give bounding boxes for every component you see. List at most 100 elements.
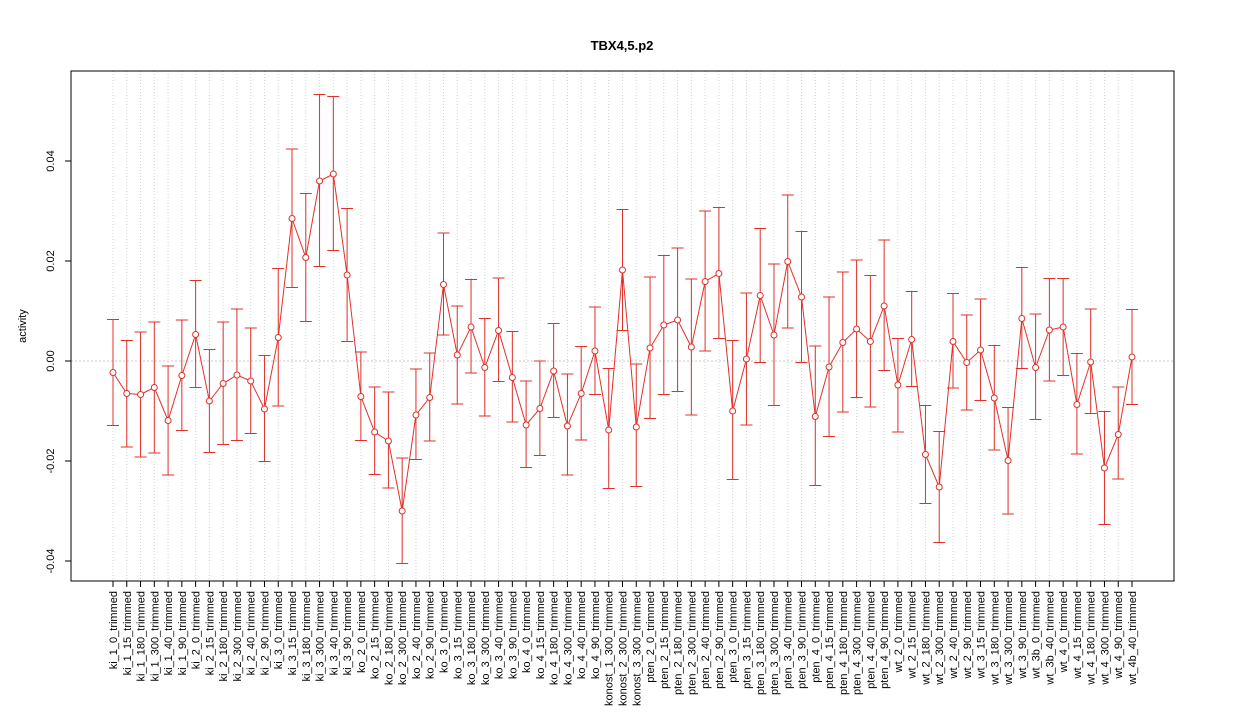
x-tick-label: pten_3_40_trimmed: [783, 591, 795, 689]
x-tick-label: ko_2_90_trimmed: [425, 591, 437, 679]
x-tick-label: pten_3_90_trimmed: [797, 591, 809, 689]
x-tick-label: ki_2_40_trimmed: [246, 591, 258, 675]
data-point: [481, 364, 489, 371]
data-point: [798, 293, 806, 301]
x-tick-label: pten_3_0_trimmed: [728, 591, 740, 683]
data-point: [605, 426, 613, 434]
data-point: [921, 451, 929, 458]
data-point: [439, 281, 447, 288]
x-tick-label: ko_4_180_trimmed: [549, 591, 561, 685]
x-tick-label: ki_1_15_trimmed: [122, 591, 134, 675]
data-point: [205, 397, 213, 405]
data-point: [577, 390, 585, 397]
x-tick-label: ki_3_15_trimmed: [287, 591, 299, 675]
x-tick-label: pten_3_180_trimmed: [755, 591, 767, 695]
data-point: [384, 437, 392, 445]
x-tick-label: ko_3_40_trimmed: [494, 591, 506, 679]
y-tick-label: 0.04: [45, 150, 57, 171]
data-point: [756, 292, 764, 299]
data-point: [770, 331, 778, 339]
x-tick-label: konost_2_300_trimmed: [618, 591, 630, 706]
data-point: [274, 334, 282, 341]
x-tick-label: ki_1_0_trimmed: [108, 591, 120, 669]
data-point: [219, 380, 227, 387]
x-tick-label: ko_4_0_trimmed: [521, 591, 533, 673]
x-tick-label: wt_3_300_trimmed: [1003, 591, 1015, 686]
data-point: [1128, 353, 1136, 361]
x-tick-label: konost_1_300_trimmed: [604, 591, 616, 706]
chart-title: TBX4,5.p2: [591, 38, 654, 53]
x-tick-label: ki_1_90_trimmed: [177, 591, 189, 675]
data-point: [646, 344, 654, 352]
x-tick-label: ki_1_40_trimmed: [163, 591, 175, 675]
x-tick-label: wt_2_0_trimmed: [893, 591, 905, 673]
y-tick-label: 0.02: [45, 250, 57, 271]
data-point: [784, 258, 792, 265]
x-tick-label: wt_4_300_trimmed: [1099, 591, 1111, 686]
y-tick-label: 0.00: [45, 350, 57, 371]
data-point: [495, 327, 503, 334]
data-point: [453, 351, 461, 359]
data-point: [329, 170, 337, 178]
x-tick-label: konost_3_300_trimmed: [631, 591, 643, 706]
data-point: [522, 421, 530, 429]
data-point: [426, 394, 434, 401]
data-point: [687, 343, 695, 351]
data-point: [288, 215, 296, 222]
data-point: [811, 413, 819, 420]
data-point: [536, 405, 544, 412]
data-point: [109, 369, 117, 376]
x-tick-label: pten_2_180_trimmed: [673, 591, 685, 695]
x-tick-label: ko_2_15_trimmed: [370, 591, 382, 679]
y-axis-label: activity: [17, 309, 29, 343]
x-tick-label: pten_3_300_trimmed: [769, 591, 781, 695]
x-tick-label: wt_3_15_trimmed: [976, 591, 988, 679]
x-tick-label: pten_3_15_trimmed: [741, 591, 753, 689]
x-tick-label: ko_4_40_trimmed: [576, 591, 588, 679]
data-point: [977, 346, 985, 354]
x-tick-label: ki_2_90_trimmed: [259, 591, 271, 675]
data-point: [619, 266, 626, 274]
data-point: [398, 507, 406, 515]
x-tick-label: pten_4_300_trimmed: [852, 591, 864, 695]
data-point: [908, 336, 916, 343]
data-point: [164, 417, 172, 424]
x-tick-label: ki_3_180_trimmed: [301, 591, 313, 682]
data-point: [357, 393, 365, 400]
x-tick-label: wt_3_90_trimmed: [1017, 591, 1029, 679]
data-point: [563, 422, 571, 430]
data-point: [632, 423, 640, 431]
data-point: [247, 377, 255, 385]
x-tick-label: wt_4_180_trimmed: [1086, 591, 1098, 686]
x-tick-label: ko_4_15_trimmed: [535, 591, 547, 679]
data-point: [192, 331, 200, 338]
data-point: [729, 407, 737, 415]
x-tick-label: ki_3_90_trimmed: [342, 591, 354, 675]
data-point: [508, 374, 516, 381]
data-point: [1087, 358, 1095, 366]
x-tick-label: ko_3_0_trimmed: [438, 591, 450, 673]
data-point: [550, 367, 558, 375]
x-tick-label: ki_2_300_trimmed: [232, 591, 244, 682]
x-tick-label: ko_4_90_trimmed: [590, 591, 602, 679]
y-axis: -0.04 -0.02 0.00 0.02 0.04: [45, 150, 72, 574]
x-tick-label: pten_4_90_trimmed: [879, 591, 891, 689]
data-point: [715, 270, 723, 277]
x-tick-label: ko_2_40_trimmed: [411, 591, 423, 679]
x-tick-label: pten_2_15_trimmed: [659, 591, 671, 689]
data-point: [853, 325, 861, 333]
data-point: [371, 428, 379, 436]
x-tick-label: wt_2_90_trimmed: [962, 591, 974, 679]
x-tick-label: ko_4_300_trimmed: [562, 591, 574, 685]
data-point: [343, 271, 351, 279]
x-tick-label: wt_2_15_trimmed: [907, 591, 919, 679]
x-tick-label: ki_1_180_trimmed: [136, 591, 148, 682]
data-point: [935, 483, 943, 491]
data-point: [742, 355, 750, 363]
data-point: [178, 372, 186, 379]
x-tick-label: ki_1_300_trimmed: [149, 591, 161, 682]
x-tick-label: ki_2_0_trimmed: [191, 591, 203, 669]
data-point: [1045, 326, 1053, 334]
x-tick-label: wt_3b_40_trimmed: [1044, 591, 1056, 686]
data-point: [839, 339, 847, 346]
